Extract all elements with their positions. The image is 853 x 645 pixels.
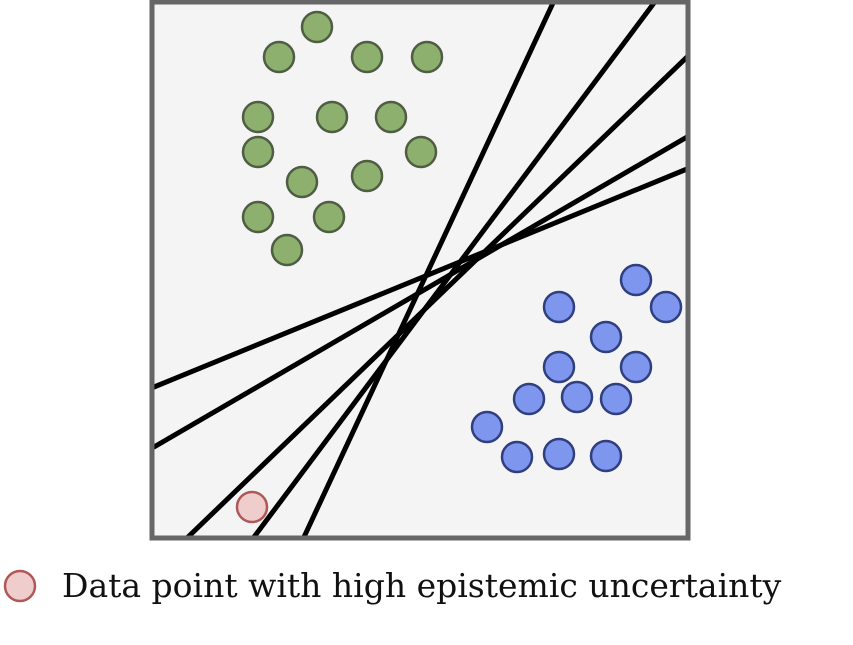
green-data-point xyxy=(350,159,384,193)
plot-border xyxy=(149,0,691,541)
green-data-point xyxy=(241,135,275,169)
blue-data-point xyxy=(470,410,504,444)
blue-data-point xyxy=(589,320,623,354)
legend-uncertain-point-icon xyxy=(3,569,37,603)
green-data-point xyxy=(241,100,275,134)
blue-data-point xyxy=(542,350,576,384)
uncertain-data-point xyxy=(235,490,269,524)
green-data-point xyxy=(315,100,349,134)
decision-boundaries xyxy=(154,3,687,537)
blue-data-point xyxy=(599,382,633,416)
blue-data-point xyxy=(619,350,653,384)
legend: Data point with high epistemic uncertain… xyxy=(3,566,782,605)
green-data-point xyxy=(270,233,304,267)
blue-data-point xyxy=(560,380,594,414)
decision-boundary-line xyxy=(185,54,687,537)
blue-data-point xyxy=(500,440,534,474)
blue-data-point xyxy=(542,290,576,324)
decision-boundary-line xyxy=(154,166,687,390)
blue-class-points xyxy=(470,263,683,474)
green-data-point xyxy=(285,165,319,199)
blue-data-point xyxy=(619,263,653,297)
green-class-points xyxy=(241,10,444,267)
blue-data-point xyxy=(649,290,683,324)
blue-data-point xyxy=(512,382,546,416)
green-data-point xyxy=(312,200,346,234)
blue-data-point xyxy=(542,437,576,471)
legend-label: Data point with high epistemic uncertain… xyxy=(62,566,782,605)
green-data-point xyxy=(262,40,296,74)
green-data-point xyxy=(350,40,384,74)
decision-boundary-line xyxy=(154,134,687,450)
blue-data-point xyxy=(589,439,623,473)
green-data-point xyxy=(300,10,334,44)
green-data-point xyxy=(410,40,444,74)
decision-boundary-line xyxy=(301,3,556,537)
green-data-point xyxy=(374,100,408,134)
green-data-point xyxy=(241,200,275,234)
green-data-point xyxy=(404,135,438,169)
